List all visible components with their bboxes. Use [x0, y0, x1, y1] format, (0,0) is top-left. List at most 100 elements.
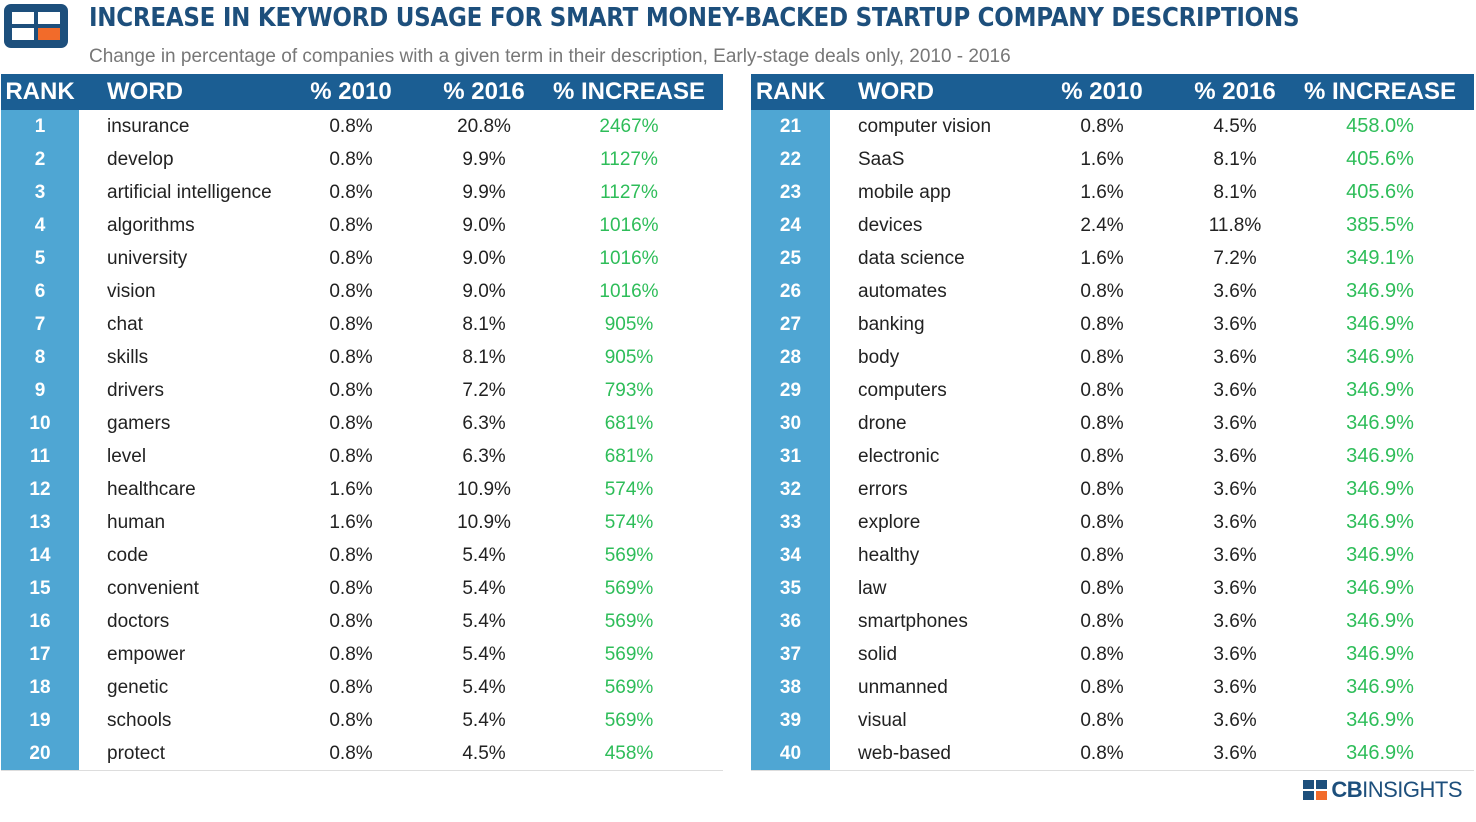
pct-increase-cell: 569% — [604, 709, 654, 731]
word-cell: gamers — [107, 412, 171, 434]
word-cell: drivers — [107, 379, 165, 401]
pct-increase-cell: 346.9% — [1346, 610, 1414, 632]
pct-2016-cell: 5.4% — [462, 610, 506, 632]
pct-2010-cell: 0.8% — [1080, 478, 1124, 500]
pct-2016-header: % 2016 — [1184, 74, 1286, 110]
table-row: 17 empower 0.8% 5.4% 569% — [1, 638, 723, 671]
word-cell: SaaS — [858, 148, 905, 170]
pct-2016-cell: 3.6% — [1213, 346, 1257, 368]
table-row: 29 computers 0.8% 3.6% 346.9% — [751, 374, 1474, 407]
pct-increase-cell: 458% — [535, 737, 723, 771]
table-row: 36 smartphones 0.8% 3.6% 346.9% — [751, 605, 1474, 638]
pct-2010-cell: 0.8% — [1080, 379, 1124, 401]
rank-header: RANK — [1, 74, 79, 110]
word-cell: chat — [107, 313, 143, 335]
pct-2016-cell: 3.6% — [1213, 643, 1257, 665]
table-row: 20 protect 0.8% 4.5% 458% — [1, 737, 723, 771]
pct-increase-cell: 569% — [604, 676, 654, 698]
pct-2010-cell: 0.8% — [1080, 544, 1124, 566]
pct-2010-cell: 0.8% — [329, 544, 373, 566]
pct-2010-header: % 2010 — [1020, 74, 1184, 110]
pct-2016-cell: 7.2% — [462, 379, 506, 401]
pct-2016-cell: 3.6% — [1213, 379, 1257, 401]
rank-cell: 16 — [1, 605, 79, 638]
table-row: 28 body 0.8% 3.6% 346.9% — [751, 341, 1474, 374]
rank-cell: 39 — [751, 704, 830, 737]
rank-cell: 33 — [751, 506, 830, 539]
word-cell: artificial intelligence — [107, 181, 272, 203]
word-cell: automates — [858, 280, 947, 302]
chart-subtitle: Change in percentage of companies with a… — [89, 46, 1011, 67]
rank-cell: 40 — [751, 737, 830, 771]
rank-cell: 29 — [751, 374, 830, 407]
rank-cell: 31 — [751, 440, 830, 473]
table-row: 9 drivers 0.8% 7.2% 793% — [1, 374, 723, 407]
pct-2010-cell: 0.8% — [329, 610, 373, 632]
rank-cell: 35 — [751, 572, 830, 605]
pct-2010-cell: 0.8% — [329, 445, 373, 467]
pct-increase-cell: 385.5% — [1346, 214, 1414, 236]
pct-2010-cell: 0.8% — [1080, 280, 1124, 302]
pct-increase-cell: 346.9% — [1346, 643, 1414, 665]
pct-2016-cell: 3.6% — [1213, 709, 1257, 731]
cb-insights-brand: CBINSIGHTS — [1303, 777, 1462, 802]
table-row: 31 electronic 0.8% 3.6% 346.9% — [751, 440, 1474, 473]
table-row: 5 university 0.8% 9.0% 1016% — [1, 242, 723, 275]
pct-2010-cell: 1.6% — [329, 478, 373, 500]
pct-2016-cell: 9.0% — [462, 214, 506, 236]
table-row: 25 data science 1.6% 7.2% 349.1% — [751, 242, 1474, 275]
rank-cell: 9 — [1, 374, 79, 407]
pct-2010-cell: 1.6% — [1080, 247, 1124, 269]
pct-increase-cell: 569% — [604, 544, 654, 566]
pct-2016-cell: 9.0% — [462, 247, 506, 269]
word-cell: empower — [107, 643, 186, 665]
table-row: 26 automates 0.8% 3.6% 346.9% — [751, 275, 1474, 308]
pct-increase-cell: 346.9% — [1346, 577, 1414, 599]
pct-increase-cell: 405.6% — [1346, 181, 1414, 203]
pct-2016-cell: 8.1% — [1213, 181, 1257, 203]
pct-2010-cell: 0.8% — [1080, 643, 1124, 665]
table-row: 35 law 0.8% 3.6% 346.9% — [751, 572, 1474, 605]
table-row: 15 convenient 0.8% 5.4% 569% — [1, 572, 723, 605]
pct-2010-cell: 0.8% — [329, 214, 373, 236]
rank-cell: 22 — [751, 143, 830, 176]
pct-2010-cell: 0.8% — [1080, 445, 1124, 467]
word-cell: smartphones — [858, 610, 968, 632]
word-cell: convenient — [107, 577, 199, 599]
pct-2010-cell: 0.8% — [329, 247, 373, 269]
rank-cell: 37 — [751, 638, 830, 671]
pct-increase-cell: 569% — [604, 643, 654, 665]
word-cell: solid — [858, 643, 898, 665]
pct-increase-cell: 346.9% — [1346, 280, 1414, 302]
pct-increase-cell: 346.9% — [1346, 478, 1414, 500]
rank-cell: 24 — [751, 209, 830, 242]
rank-cell: 36 — [751, 605, 830, 638]
table-row: 14 code 0.8% 5.4% 569% — [1, 539, 723, 572]
table-row: 37 solid 0.8% 3.6% 346.9% — [751, 638, 1474, 671]
pct-2016-cell: 3.6% — [1213, 544, 1257, 566]
rank-cell: 6 — [1, 275, 79, 308]
pct-2010-cell: 0.8% — [269, 737, 433, 771]
pct-2016-cell: 5.4% — [462, 676, 506, 698]
pct-increase-cell: 346.9% — [1346, 544, 1414, 566]
pct-increase-cell: 346.9% — [1346, 379, 1414, 401]
word-cell: computers — [858, 379, 947, 401]
pct-2010-cell: 0.8% — [329, 643, 373, 665]
table-row: 38 unmanned 0.8% 3.6% 346.9% — [751, 671, 1474, 704]
pct-increase-cell: 574% — [604, 511, 654, 533]
word-cell: devices — [858, 214, 923, 236]
word-cell: skills — [107, 346, 149, 368]
pct-2016-cell: 3.6% — [1213, 445, 1257, 467]
pct-2016-cell: 4.5% — [433, 737, 535, 771]
table-row: 21 computer vision 0.8% 4.5% 458.0% — [751, 110, 1474, 143]
pct-2010-cell: 0.8% — [1020, 737, 1184, 771]
pct-increase-cell: 346.9% — [1346, 313, 1414, 335]
pct-2010-cell: 0.8% — [329, 412, 373, 434]
pct-increase-cell: 346.9% — [1346, 709, 1414, 731]
pct-increase-cell: 2467% — [599, 115, 659, 137]
word-cell: banking — [858, 313, 925, 335]
pct-increase-cell: 405.6% — [1346, 148, 1414, 170]
table-header-row: RANK WORD% 2010% 2016% INCREASE — [1, 74, 723, 110]
pct-2010-cell: 0.8% — [329, 346, 373, 368]
table-row: 23 mobile app 1.6% 8.1% 405.6% — [751, 176, 1474, 209]
